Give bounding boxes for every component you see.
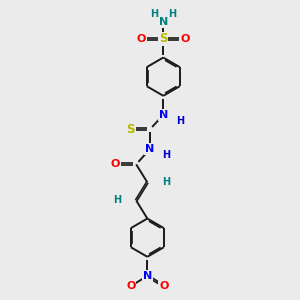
Text: O: O <box>110 159 120 169</box>
Text: N: N <box>159 110 168 120</box>
Text: S: S <box>127 123 135 136</box>
Text: N: N <box>159 17 168 28</box>
Text: N: N <box>143 271 152 281</box>
Text: O: O <box>126 281 136 291</box>
Text: H: H <box>162 150 170 160</box>
Text: S: S <box>159 32 167 46</box>
Text: H: H <box>113 196 122 206</box>
Text: O: O <box>180 34 190 44</box>
Text: N: N <box>146 144 154 154</box>
Text: H: H <box>176 116 184 126</box>
Text: O: O <box>159 281 169 291</box>
Text: H: H <box>150 9 158 19</box>
Text: H: H <box>162 177 170 188</box>
Text: O: O <box>137 34 146 44</box>
Text: H: H <box>169 9 177 19</box>
